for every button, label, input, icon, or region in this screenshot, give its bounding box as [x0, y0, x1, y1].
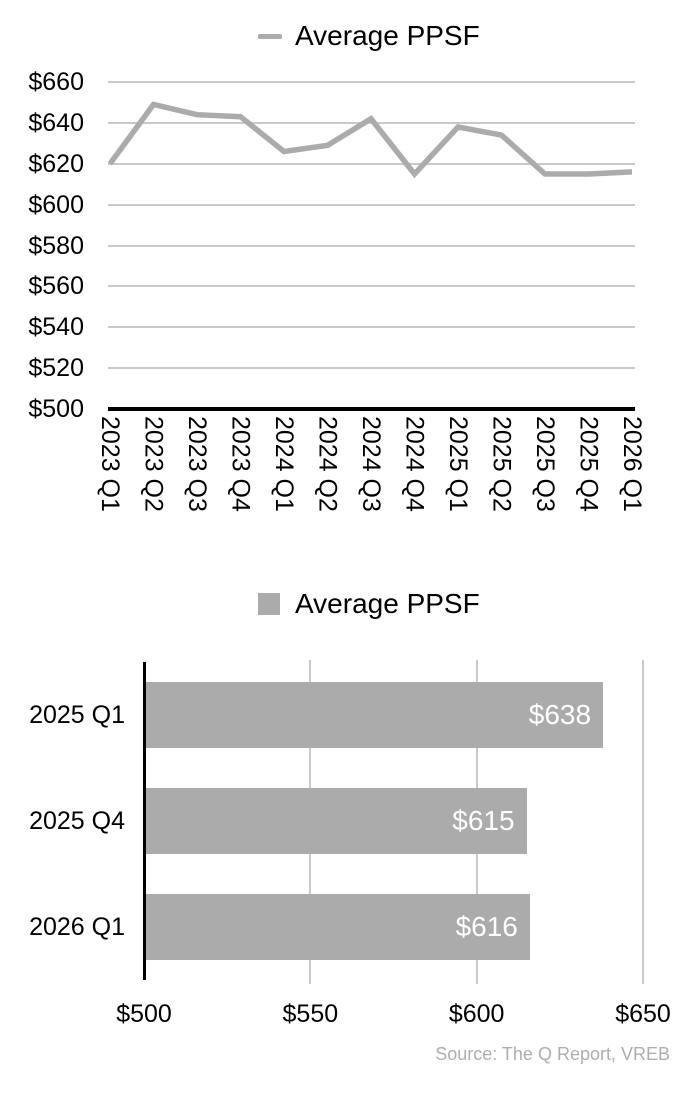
- line-chart-x-tick-label: 2025 Q1: [444, 416, 472, 512]
- line-chart-x-tick-label: 2024 Q3: [357, 416, 385, 512]
- line-chart-y-tick-label: $540: [28, 313, 84, 342]
- bar-chart-gridline: [642, 660, 644, 984]
- bar-chart-y-axis-line: [143, 662, 146, 980]
- line-chart-x-tick-label: 2023 Q3: [183, 416, 211, 512]
- bar-value-label: $615: [452, 805, 515, 836]
- line-chart-y-tick-label: $500: [28, 395, 84, 423]
- line-chart-gridline: [108, 367, 635, 370]
- bar-chart-x-tick-label: $500: [116, 1000, 172, 1028]
- line-chart-y-tick-label: $580: [28, 231, 84, 260]
- line-chart-gridline: [108, 81, 635, 83]
- bar-average-ppsf: $616: [146, 894, 530, 960]
- line-chart-x-tick-label: 2024 Q4: [400, 416, 429, 512]
- line-chart-x-tick-label: 2023 Q4: [226, 416, 255, 512]
- line-chart-gridline: [108, 244, 635, 247]
- line-legend-marker-icon: [258, 33, 282, 39]
- bar-average-ppsf: $638: [146, 682, 604, 748]
- bar-category-label: 2025 Q1: [29, 701, 125, 729]
- line-chart-x-tick-label: 2026 Q1: [618, 416, 646, 512]
- line-chart-y-tick-label: $520: [28, 354, 84, 383]
- line-chart-gridline: [108, 285, 635, 288]
- line-chart-x-tick-label: 2025 Q2: [487, 416, 516, 512]
- bar-chart-x-tick-label: $550: [282, 1000, 339, 1028]
- line-chart-canvas: [107, 101, 633, 179]
- bar-category-label: 2026 Q1: [29, 913, 125, 941]
- source-note: Source: The Q Report, VREB: [435, 1044, 670, 1064]
- line-chart-y-tick-label: $660: [28, 68, 84, 96]
- line-chart-x-tick-label: 2024 Q1: [270, 416, 298, 512]
- bar-average-ppsf: $615: [146, 788, 527, 854]
- line-chart-x-axis-line: [108, 407, 635, 411]
- line-chart-x-tick-label: 2025 Q4: [574, 416, 603, 512]
- line-chart-y-tick-label: $640: [28, 108, 84, 137]
- bar-chart-x-tick-label: $600: [448, 1000, 505, 1028]
- line-chart-legend: Average PPSF: [258, 20, 480, 52]
- bar-legend-marker-icon: [258, 593, 280, 615]
- line-chart-x-tick-label: 2024 Q2: [313, 416, 342, 512]
- bar-value-label: $638: [528, 699, 592, 730]
- line-chart-y-tick-label: $600: [28, 190, 84, 219]
- line-chart-gridline: [108, 162, 635, 165]
- line-chart-y-tick-label: $620: [28, 149, 84, 178]
- line-chart-gridline: [108, 203, 635, 206]
- bar-chart-x-tick-label: $650: [615, 1000, 671, 1028]
- bar-value-label: $616: [455, 911, 518, 942]
- line-chart-x-tick-label: 2023 Q1: [96, 416, 124, 512]
- line-chart-x-tick-label: 2023 Q2: [139, 416, 168, 512]
- line-legend-label: Average PPSF: [295, 20, 480, 51]
- line-chart-y-tick-label: $560: [28, 272, 84, 301]
- average-ppsf-line: [107, 101, 633, 179]
- line-chart-x-tick-label: 2025 Q3: [531, 416, 559, 512]
- bar-chart-legend: Average PPSF: [258, 588, 480, 620]
- bar-legend-label: Average PPSF: [295, 588, 480, 619]
- bar-category-label: 2025 Q4: [29, 807, 125, 835]
- line-chart-gridline: [108, 326, 635, 329]
